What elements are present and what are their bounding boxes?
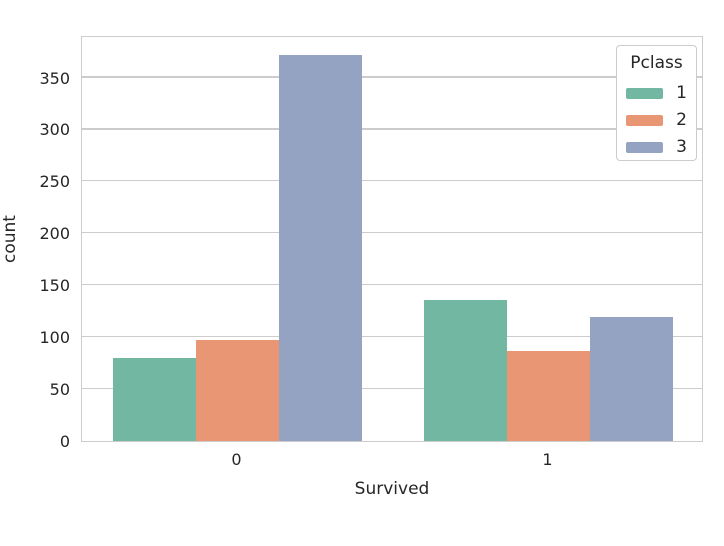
legend-entries: 1 2 3 bbox=[626, 85, 687, 156]
y-tick-label: 300 bbox=[39, 120, 70, 140]
y-tick-label: 0 bbox=[59, 432, 70, 451]
legend: Pclass 1 2 3 bbox=[616, 45, 697, 161]
legend-entry: 2 bbox=[626, 112, 687, 129]
legend-label: 3 bbox=[676, 137, 687, 157]
bar-survived0-pclass3 bbox=[278, 54, 362, 441]
bar-survived0-pclass1 bbox=[113, 357, 197, 441]
x-tick-label: 0 bbox=[231, 450, 242, 469]
bar-survived1-pclass2 bbox=[507, 350, 590, 441]
legend-entry: 3 bbox=[626, 139, 687, 156]
bar-survived0-pclass2 bbox=[196, 340, 279, 441]
legend-entry: 1 bbox=[626, 85, 687, 102]
x-axis-label: Survived bbox=[354, 479, 430, 499]
legend-swatch-pclass1 bbox=[626, 88, 663, 99]
y-tick-label: 150 bbox=[39, 276, 70, 296]
gridline bbox=[82, 232, 702, 234]
legend-title: Pclass bbox=[630, 53, 683, 73]
plot-area bbox=[81, 36, 703, 442]
gridline bbox=[82, 128, 702, 130]
legend-swatch-pclass3 bbox=[626, 142, 663, 153]
gridline bbox=[82, 283, 702, 286]
gridline bbox=[82, 180, 702, 182]
y-tick-label: 200 bbox=[39, 224, 70, 244]
bar-survived1-pclass1 bbox=[424, 299, 508, 441]
y-tick-label: 350 bbox=[39, 68, 70, 88]
y-axis-label: count bbox=[0, 215, 20, 263]
legend-label: 2 bbox=[676, 110, 687, 130]
y-tick-label: 250 bbox=[39, 172, 70, 192]
gridline bbox=[82, 76, 702, 78]
y-tick-label: 50 bbox=[49, 380, 70, 400]
x-tick-label: 1 bbox=[542, 450, 553, 469]
gridline bbox=[82, 335, 702, 338]
legend-swatch-pclass2 bbox=[626, 115, 663, 126]
gridline bbox=[82, 387, 702, 390]
y-tick-label: 100 bbox=[39, 328, 70, 348]
legend-label: 1 bbox=[676, 83, 687, 103]
bar-survived1-pclass3 bbox=[589, 317, 673, 441]
